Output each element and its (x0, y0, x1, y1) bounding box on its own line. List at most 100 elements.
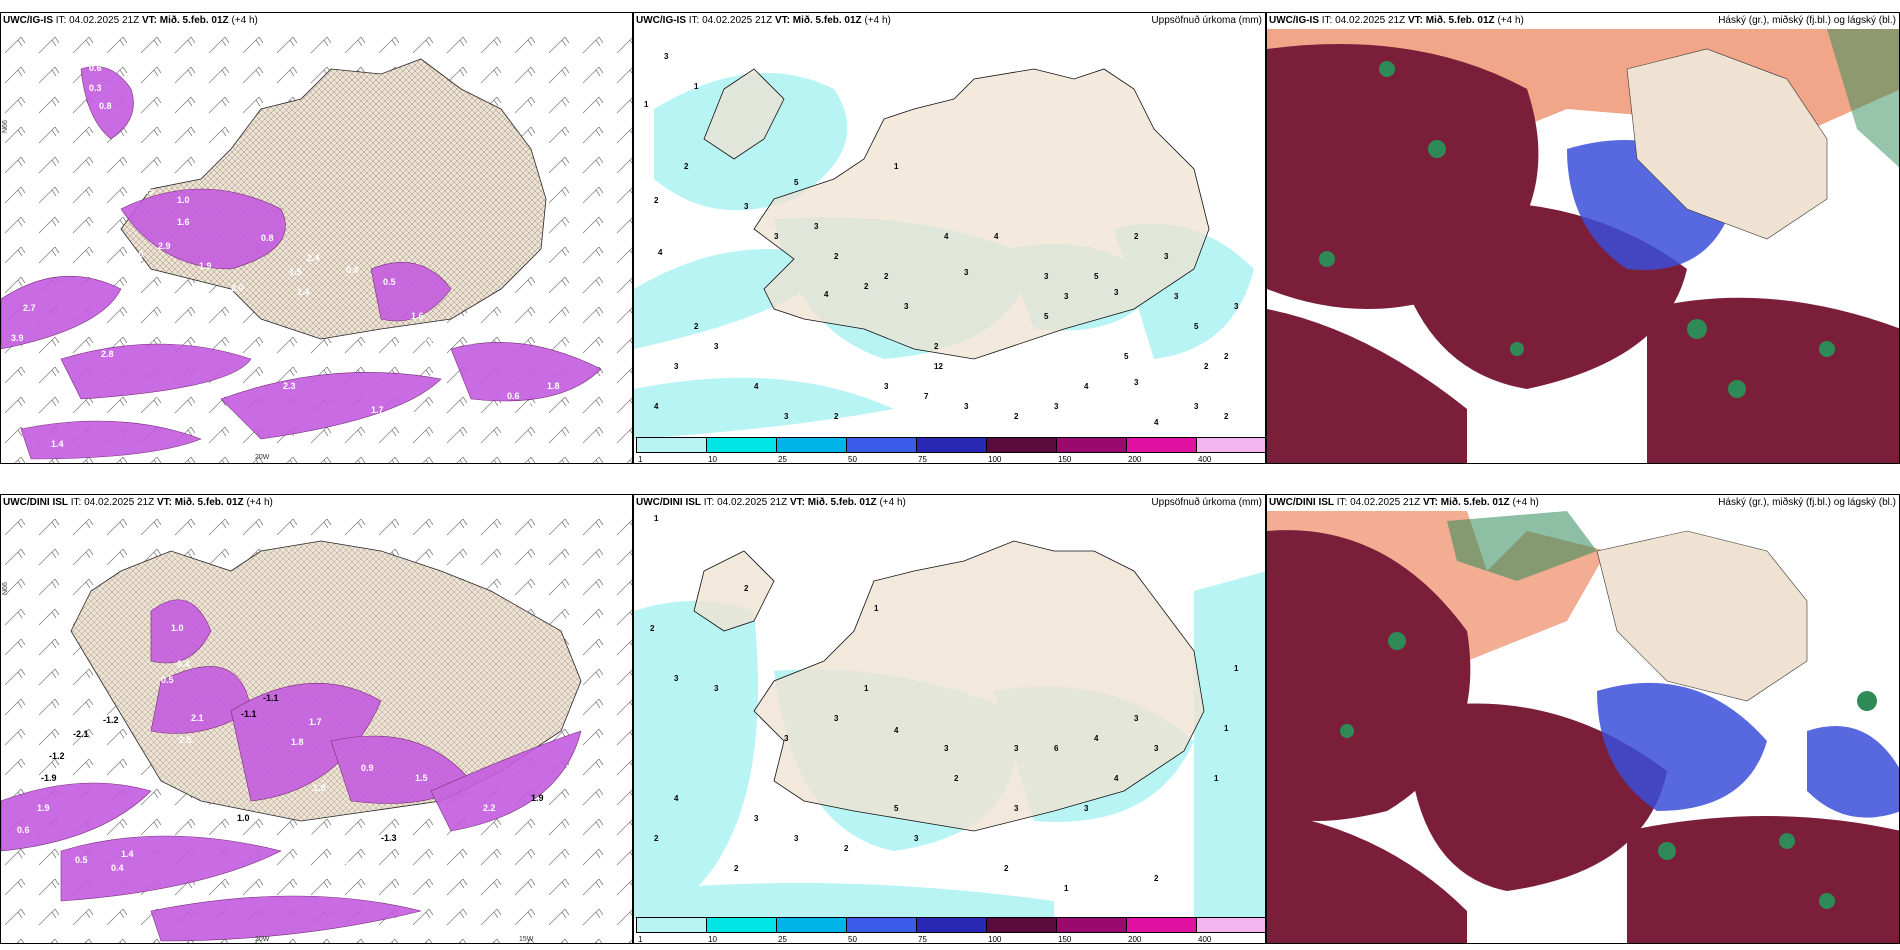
panel-wind-bottom: UWC/DINI ISL IT: 04.02.2025 21Z VT: Mið.… (0, 494, 633, 944)
svg-text:2: 2 (934, 342, 939, 351)
value-label: 3.5 (171, 321, 184, 331)
colorbar-swatch: 1 (636, 917, 706, 943)
panel-subtitle: Háský (gr.), miðský (fj.bl.) og lágský (… (1718, 15, 1896, 26)
svg-text:5: 5 (1044, 312, 1049, 321)
svg-text:3: 3 (1114, 288, 1119, 297)
svg-text:4: 4 (658, 248, 663, 257)
svg-text:2: 2 (650, 624, 655, 633)
value-label: 1.8 (291, 357, 304, 367)
colorbar-swatch: 25 (776, 437, 846, 463)
svg-text:-1.3: -1.3 (381, 833, 397, 843)
precip-map: 1 2 2 1 3 3 1 3 3 4 3 2 3 6 4 3 3 4 3 3 5 3 2 3 3 2 4… (634, 514, 1265, 919)
panel-title: UWC/IG-IS IT: 04.02.2025 21Z VT: Mið. 5.… (3, 15, 258, 26)
colorbar-tick: 200 (1128, 935, 1142, 944)
value-label: 2.3 (411, 405, 424, 415)
colorbar-tick: 150 (1058, 935, 1072, 944)
colorbar-tick: 25 (778, 455, 787, 464)
svg-text:1.4: 1.4 (121, 849, 134, 859)
svg-text:3: 3 (674, 674, 679, 683)
value-label: 4.2 (161, 157, 174, 167)
svg-text:3: 3 (1134, 378, 1139, 387)
value-label: 1.0 (177, 195, 190, 205)
svg-text:2.5: 2.5 (301, 833, 314, 843)
svg-text:-1.1: -1.1 (241, 709, 257, 719)
panel-title: UWC/IG-IS IT: 04.02.2025 21Z VT: Mið. 5.… (1269, 15, 1524, 26)
precip-map: 31 12 24 33 53 22 42 34 32 43 31 25 53 3… (634, 52, 1254, 439)
svg-text:3: 3 (1134, 714, 1139, 723)
cloud-layers (1267, 511, 1899, 943)
iceland-land (753, 540, 1205, 832)
svg-text:1.0: 1.0 (313, 783, 326, 793)
svg-text:1.7: 1.7 (309, 717, 322, 727)
svg-text:2: 2 (864, 282, 869, 291)
svg-text:1.0: 1.0 (171, 623, 184, 633)
svg-text:3: 3 (1154, 744, 1159, 753)
svg-text:2: 2 (884, 272, 889, 281)
svg-text:5: 5 (1124, 352, 1129, 361)
svg-text:4: 4 (654, 402, 659, 411)
colorbar-swatch: 100 (986, 437, 1056, 463)
svg-text:2: 2 (734, 864, 739, 873)
value-label: 0.6 (507, 391, 520, 401)
colorbar-tick: 150 (1058, 455, 1072, 464)
colorbar-tick: 200 (1128, 455, 1142, 464)
svg-text:3: 3 (1084, 804, 1089, 813)
colorbar-swatch: 400 (1196, 917, 1265, 943)
svg-text:1: 1 (644, 100, 649, 109)
value-label: 2.7 (23, 303, 36, 313)
svg-text:3: 3 (1014, 744, 1019, 753)
svg-text:3: 3 (714, 342, 719, 351)
colorbar-tick: 400 (1198, 455, 1212, 464)
svg-text:5: 5 (894, 804, 899, 813)
svg-text:1.5: 1.5 (337, 859, 350, 869)
svg-text:3: 3 (784, 734, 789, 743)
svg-text:4: 4 (1154, 418, 1159, 427)
precip-colorbar: 1 10 25 50 75 100 150 200 400 (636, 437, 1265, 464)
value-label: 0.6 (89, 63, 102, 73)
colorbar-swatch: 1 (636, 437, 706, 463)
wind-precip-map: 0.6 0.3 0.8 1.6 4.2 1.5 1.0 2.9 1.6 1.9 … (1, 29, 632, 463)
svg-text:4: 4 (674, 794, 679, 803)
svg-text:1.8: 1.8 (291, 737, 304, 747)
svg-text:3: 3 (1014, 804, 1019, 813)
value-label: 0.9 (151, 391, 164, 401)
svg-text:3: 3 (1044, 272, 1049, 281)
iceland-land (753, 68, 1210, 360)
colorbar-swatch: 50 (846, 917, 916, 943)
value-label: 1.8 (547, 381, 560, 391)
colorbar-swatch: 200 (1126, 917, 1196, 943)
svg-text:3: 3 (714, 684, 719, 693)
colorbar-swatch: 50 (846, 437, 916, 463)
colorbar-swatch: 75 (916, 917, 986, 943)
svg-text:2.1: 2.1 (191, 713, 204, 723)
colorbar-swatch: 75 (916, 437, 986, 463)
svg-text:3: 3 (1064, 292, 1069, 301)
svg-text:2: 2 (834, 252, 839, 261)
value-label: 1.4 (51, 439, 64, 449)
colorbar-tick: 75 (918, 455, 927, 464)
value-label: 1.4 (297, 287, 310, 297)
value-label: 1.7 (371, 405, 384, 415)
panel-title: UWC/DINI ISL IT: 04.02.2025 21Z VT: Mið.… (1269, 497, 1539, 508)
value-label: 1.4 (381, 421, 394, 431)
svg-text:4: 4 (754, 382, 759, 391)
svg-text:2.2: 2.2 (483, 803, 496, 813)
svg-text:1.5: 1.5 (223, 889, 236, 899)
panel-subtitle: Háský (gr.), miðský (fj.bl.) og lágský (… (1718, 497, 1896, 508)
svg-text:0.4: 0.4 (111, 863, 124, 873)
value-label: 1.9 (421, 333, 434, 343)
svg-text:2: 2 (1134, 232, 1139, 241)
colorbar-swatch: 150 (1056, 437, 1126, 463)
svg-text:1: 1 (654, 514, 659, 523)
svg-text:1: 1 (1234, 664, 1239, 673)
svg-text:2: 2 (1224, 412, 1229, 421)
value-label: 0.5 (383, 277, 396, 287)
svg-text:-1.2: -1.2 (103, 715, 119, 725)
svg-text:3: 3 (784, 412, 789, 421)
svg-text:3: 3 (774, 232, 779, 241)
svg-text:3: 3 (834, 714, 839, 723)
svg-text:5: 5 (794, 178, 799, 187)
svg-text:1: 1 (894, 162, 899, 171)
svg-text:3: 3 (914, 834, 919, 843)
value-label: 0.8 (261, 233, 274, 243)
